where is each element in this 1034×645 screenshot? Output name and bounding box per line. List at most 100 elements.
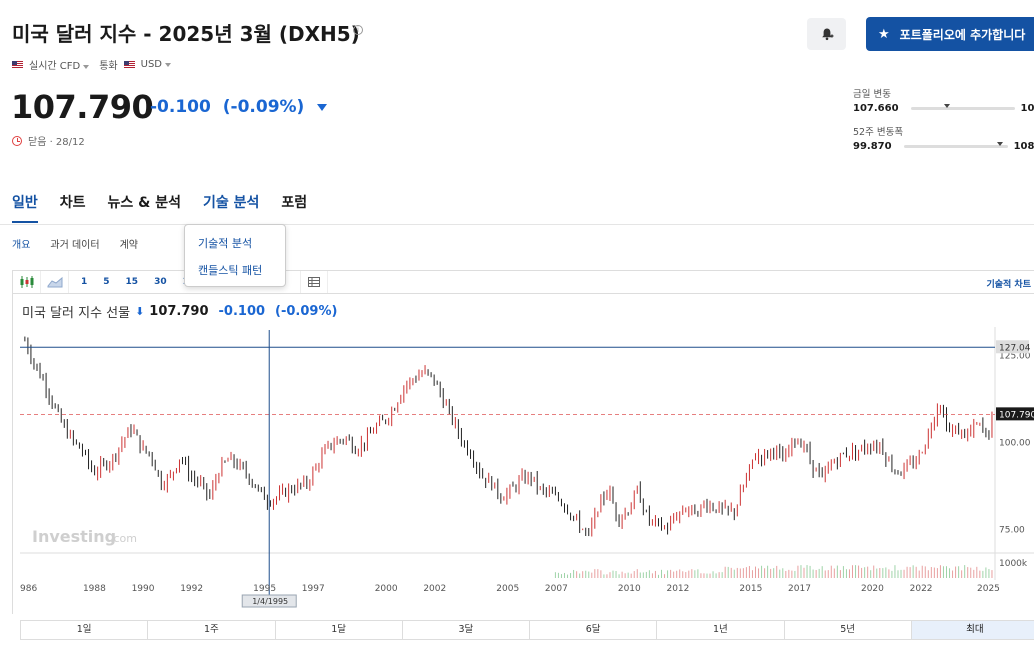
tab-forum[interactable]: 포럼 [281, 195, 308, 211]
interval-30[interactable]: 30 [154, 277, 167, 287]
dropdown-item-candlestick-patterns[interactable]: 캔들스틱 패턴 [198, 264, 263, 277]
chart-header: 미국 달러 지수 선물 ⬇ 107.790 -0.100 (-0.09%) [22, 302, 337, 321]
interval-5[interactable]: 5 [103, 277, 110, 287]
x-tick-label: 2007 [545, 584, 568, 594]
down-triangle-icon [317, 103, 328, 111]
change-percent: (-0.09%) [222, 97, 305, 117]
52-week-range-label: 52주 변동폭 [853, 127, 904, 138]
chart-price: 107.790 [149, 304, 209, 319]
volume-axis-label: 1000k [999, 559, 1028, 569]
instrument-meta: 실시간 CFD 통화 USD [12, 57, 171, 72]
caret-down-icon [165, 63, 171, 67]
us-flag-icon [12, 60, 23, 69]
day-range: 금일 변동 107.660 108.0 [853, 86, 1034, 114]
range-marker [997, 142, 1004, 146]
caret-down-icon [83, 65, 90, 69]
currency-select[interactable]: USD [141, 59, 171, 70]
tab-technical[interactable]: 기술 분석 [203, 195, 260, 211]
interval-1[interactable]: 1 [81, 277, 88, 287]
currency-value: USD [140, 59, 162, 70]
x-tick-label: 1992 [180, 584, 203, 594]
x-tick-label: 1995 [253, 584, 276, 594]
period-6[interactable]: 5년 [785, 621, 912, 639]
x-tick-label: 2015 [739, 584, 762, 594]
x-tick-label: 986 [20, 584, 37, 594]
period-0[interactable]: 1일 [21, 621, 149, 639]
price-change: -0.100 (-0.09%) [150, 97, 328, 117]
interval-15[interactable]: 15 [125, 277, 139, 287]
period-7[interactable]: 최대 [911, 621, 1034, 639]
period-5[interactable]: 1년 [657, 621, 785, 639]
52-week-range: 52주 변동폭 99.870 108.2 [853, 124, 1034, 152]
realtime-cfd-select[interactable]: 실시간 CFD [29, 57, 90, 72]
candlestick-icon[interactable] [13, 271, 41, 293]
x-tick-label: 1990 [132, 584, 155, 594]
realtime-label: 실시간 CFD [29, 61, 81, 72]
y-tick-label: 100.00 [999, 439, 1031, 449]
chart-frame [12, 294, 1034, 614]
us-flag-icon [123, 60, 135, 69]
period-4[interactable]: 6달 [530, 621, 658, 639]
subtab-historical[interactable]: 과거 데이터 [50, 240, 100, 251]
day-range-bar [910, 104, 1015, 110]
change-value: -0.100 [150, 97, 211, 117]
table-view-icon[interactable] [300, 271, 329, 293]
bell-plus-icon [821, 28, 833, 41]
add-to-portfolio-label: 포트폴리오에 추가합니다 [899, 27, 1026, 42]
alert-button[interactable] [807, 18, 846, 50]
tab-chart[interactable]: 차트 [59, 195, 86, 211]
add-to-portfolio-button[interactable]: ★ 포트폴리오에 추가합니다 [866, 17, 1034, 51]
market-status: 닫음 · 28/12 [12, 133, 85, 148]
y-tick-label: 75.00 [999, 526, 1025, 536]
range-marker [943, 104, 950, 108]
52-week-range-low: 99.870 [853, 141, 892, 152]
page-title: 미국 달러 지수 - 2025년 3월 (DXH5) [12, 22, 360, 46]
sub-tabs: 개요 과거 데이터 계약 [12, 236, 138, 251]
crosshair-level-tag [996, 340, 1029, 354]
x-tick-label: 1997 [302, 584, 325, 594]
info-icon[interactable]: i [353, 25, 363, 35]
currency-label: 통화 [99, 61, 118, 72]
x-tick-label: 2000 [375, 584, 398, 594]
x-tick-label: 2002 [423, 584, 446, 594]
x-tick-label: 2010 [618, 584, 641, 594]
day-range-label: 금일 변동 [853, 89, 891, 100]
day-range-high: 108.0 [1020, 103, 1034, 114]
chart-change-percent: (-0.09%) [275, 304, 338, 319]
x-tick-label: 2012 [666, 584, 689, 594]
dropdown-item-technical-analysis[interactable]: 기술적 분석 [198, 237, 253, 250]
crosshair-date-label: 1/4/1995 [252, 597, 288, 606]
technical-dropdown: 기술적 분석 캔들스틱 패턴 [184, 224, 286, 287]
area-chart-icon[interactable] [41, 271, 69, 293]
crosshair-date-tag [241, 594, 297, 608]
period-1[interactable]: 1주 [148, 621, 276, 639]
period-selector: 1일 1주 1달 3달 6달 1년 5년 최대 [20, 620, 1034, 640]
tab-news[interactable]: 뉴스 & 분석 [107, 195, 182, 211]
52-week-range-bar [903, 142, 1008, 148]
main-tabs: 일반 차트 뉴스 & 분석 기술 분석 포럼 [12, 192, 307, 223]
watermark: Investing [32, 527, 116, 546]
watermark-suffix: .com [110, 532, 137, 545]
x-tick-label: 2022 [910, 584, 933, 594]
down-arrow-icon: ⬇ [135, 305, 145, 318]
period-3[interactable]: 3달 [403, 621, 530, 639]
last-price-tag-label: 107.790 [999, 410, 1034, 420]
x-tick-label: 2020 [861, 584, 884, 594]
x-tick-label: 1988 [83, 584, 106, 594]
period-2[interactable]: 1달 [276, 621, 403, 639]
tabs-divider [0, 224, 1034, 225]
y-tick-label: 125.00 [999, 351, 1031, 361]
x-tick-label: 2005 [496, 584, 519, 594]
x-tick-label: 2017 [788, 584, 811, 594]
chart-instrument-name: 미국 달러 지수 선물 [22, 306, 131, 321]
52-week-range-high: 108.2 [1013, 141, 1034, 152]
last-price: 107.790 [11, 88, 154, 126]
clock-icon [12, 135, 22, 146]
last-price-tag [996, 407, 1034, 421]
subtab-summary[interactable]: 개요 [12, 240, 31, 251]
day-range-low: 107.660 [853, 103, 899, 114]
tab-overview[interactable]: 일반 [12, 192, 38, 223]
technical-chart-link[interactable]: 기술적 차트 [986, 280, 1031, 290]
subtab-contract[interactable]: 계약 [119, 240, 138, 251]
